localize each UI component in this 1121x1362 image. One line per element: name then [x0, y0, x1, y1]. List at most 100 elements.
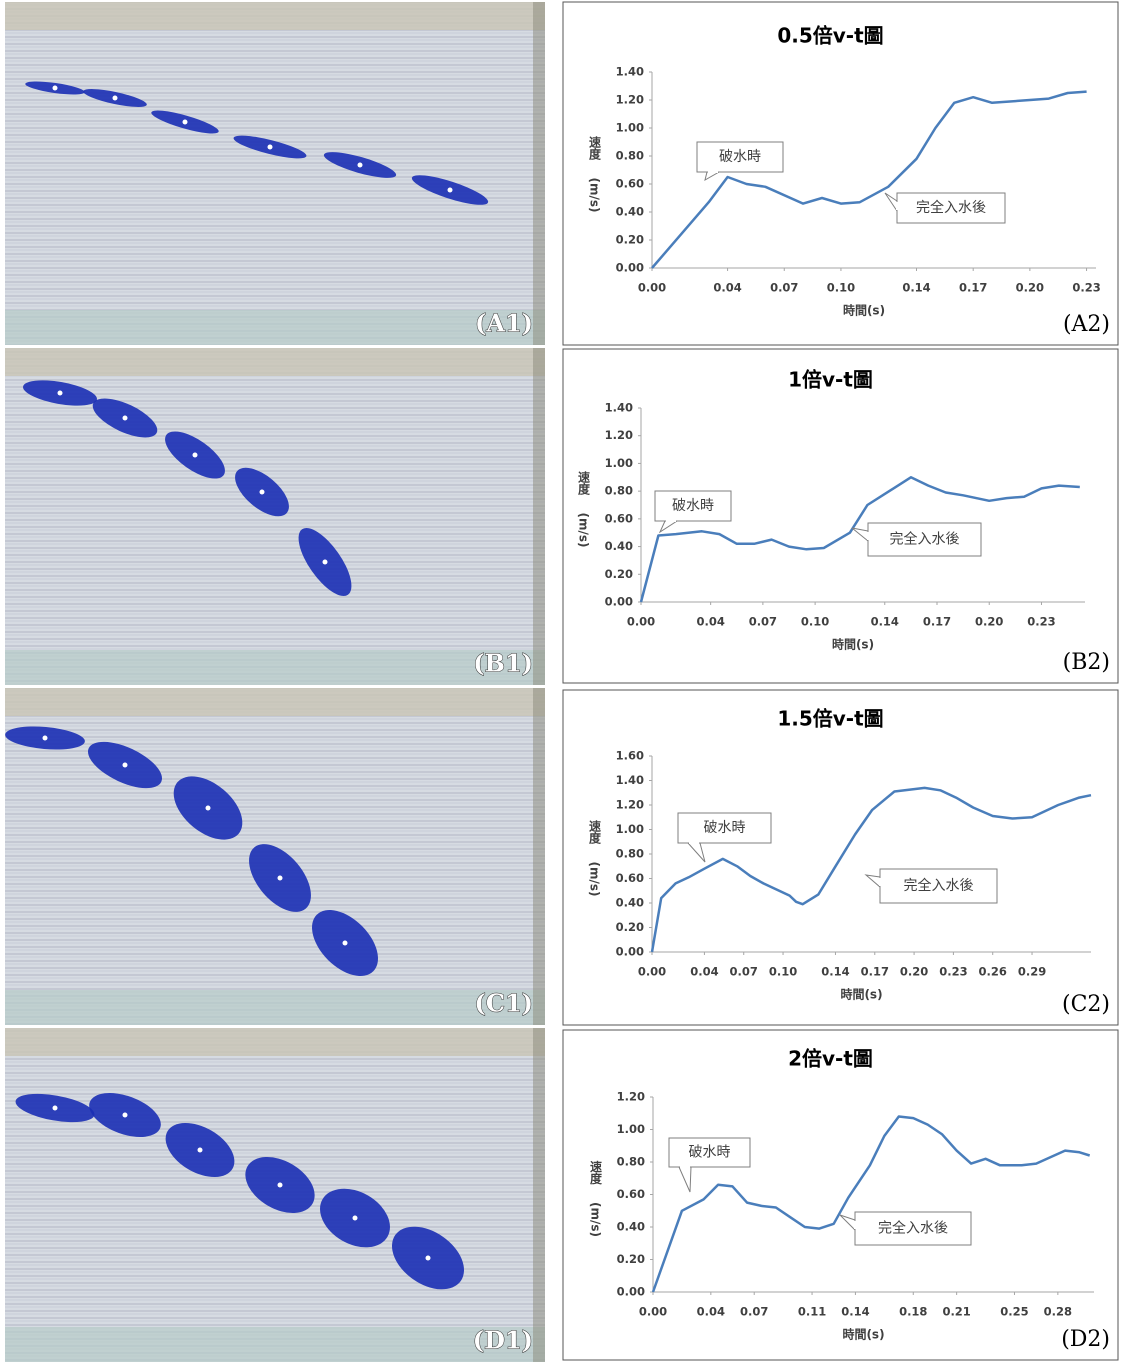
leaf-dot: [277, 1182, 283, 1188]
x-tick-label: 0.14: [821, 965, 849, 979]
chart-title: 0.5倍v-t圖: [777, 24, 883, 48]
photo-background: [5, 2, 545, 345]
x-axis-label: 時間(s): [832, 637, 874, 652]
y-tick-label: 1.40: [605, 401, 633, 415]
y-tick-label: 1.00: [616, 121, 644, 135]
leaf-dot: [277, 875, 283, 881]
y-tick-label: 0.00: [616, 261, 644, 275]
y-tick-label: 0.00: [617, 1285, 645, 1299]
y-tick-label: 1.20: [605, 428, 633, 442]
leaf-dot: [57, 390, 63, 396]
leaf-dot: [122, 1112, 128, 1118]
leaf-dot: [197, 1147, 203, 1153]
photo-water-bottom: [5, 650, 545, 685]
callout-box: [654, 490, 732, 522]
photo-label: (A1): [475, 309, 533, 338]
x-tick-label: 0.20: [1016, 281, 1044, 295]
x-tick-label: 0.23: [1027, 615, 1055, 629]
x-tick-label: 0.07: [749, 615, 777, 629]
chart-title: 1倍v-t圖: [788, 368, 873, 392]
x-tick-label: 0.26: [979, 965, 1007, 979]
data-line: [651, 90, 1087, 269]
panel-label: (C2): [1062, 992, 1110, 1017]
y-tick-label: 0.00: [616, 945, 644, 959]
y-tick-label: 1.00: [605, 456, 633, 470]
leaf-dot: [52, 85, 58, 91]
photo-water-bottom: [5, 1327, 545, 1362]
x-tick-label: 0.28: [1044, 1305, 1072, 1319]
x-tick-label: 0.20: [975, 615, 1003, 629]
photo-frame: [533, 348, 545, 685]
panel-label: (B2): [1063, 650, 1110, 675]
photo-frame: [533, 1028, 545, 1362]
callout-box: [696, 141, 784, 173]
leaf-dot: [322, 559, 328, 565]
y-tick-label: 1.20: [617, 1090, 645, 1104]
y-tick-label: 1.60: [616, 749, 644, 763]
x-tick-label: 0.04: [696, 615, 724, 629]
y-tick-label: 0.20: [605, 567, 633, 581]
x-tick-label: 0.25: [1000, 1305, 1028, 1319]
callout-box: [867, 522, 982, 557]
callout-text: 完全入水後: [916, 199, 986, 216]
y-tick-label: 1.20: [616, 93, 644, 107]
callout-box: [896, 192, 1006, 224]
photo-top-band: [5, 2, 545, 30]
leaf-dot: [357, 162, 363, 168]
y-tick-label: 0.40: [616, 896, 644, 910]
x-tick-label: 0.14: [871, 615, 899, 629]
leaf-dot: [259, 489, 265, 495]
callout-text: 破水時: [719, 149, 761, 165]
leaf-dot: [122, 415, 128, 421]
photo-water-bottom: [5, 310, 545, 345]
y-tick-label: 0.80: [616, 847, 644, 861]
callout-box: [879, 868, 998, 904]
photo-water-bottom: [5, 990, 545, 1025]
y-tick-label: 0.80: [617, 1155, 645, 1169]
leaf-dot: [342, 940, 348, 946]
leaf-dot: [267, 144, 273, 150]
callout-box: [854, 1211, 972, 1246]
y-tick-label: 0.20: [616, 233, 644, 247]
x-tick-label: 0.07: [770, 281, 798, 295]
y-axis-unit: (m/s): [588, 862, 602, 897]
y-tick-label: 1.00: [617, 1122, 645, 1136]
leaf-dot: [52, 1105, 58, 1111]
y-tick-label: 1.40: [616, 773, 644, 787]
chart-title: 1.5倍v-t圖: [777, 707, 883, 731]
y-tick-label: 0.80: [605, 484, 633, 498]
y-axis-label: 速度: [588, 135, 602, 161]
x-tick-label: 0.23: [939, 965, 967, 979]
y-tick-label: 0.40: [616, 205, 644, 219]
x-tick-label: 0.07: [730, 965, 758, 979]
leaf-dot: [122, 762, 128, 768]
x-tick-label: 0.17: [959, 281, 987, 295]
x-tick-label: 0.10: [801, 615, 829, 629]
x-tick-label: 0.17: [923, 615, 951, 629]
photo-frame: [533, 688, 545, 1025]
x-tick-label: 0.00: [627, 615, 655, 629]
x-tick-label: 0.14: [902, 281, 930, 295]
y-tick-label: 0.80: [616, 149, 644, 163]
photo-label: (C1): [474, 989, 533, 1018]
x-tick-label: 0.29: [1018, 965, 1046, 979]
panel-label: (A2): [1063, 312, 1110, 337]
callout-text: 破水時: [672, 498, 714, 514]
photo-frame: [533, 2, 545, 345]
callout-text: 破水時: [704, 820, 746, 836]
x-tick-label: 0.07: [740, 1305, 768, 1319]
x-tick-label: 0.23: [1072, 281, 1100, 295]
y-axis-unit: (m/s): [588, 178, 602, 213]
x-axis-label: 時間(s): [842, 1327, 884, 1342]
y-axis-unit: (m/s): [589, 1202, 603, 1237]
x-tick-label: 0.04: [713, 281, 741, 295]
callout-text: 完全入水後: [890, 531, 960, 548]
x-axis-label: 時間(s): [843, 303, 885, 318]
leaf-dot: [182, 119, 188, 125]
data-line: [651, 1115, 1091, 1293]
y-tick-label: 1.40: [616, 65, 644, 79]
y-tick-label: 1.00: [616, 822, 644, 836]
callout-text: 完全入水後: [878, 1220, 948, 1237]
y-tick-label: 1.20: [616, 798, 644, 812]
